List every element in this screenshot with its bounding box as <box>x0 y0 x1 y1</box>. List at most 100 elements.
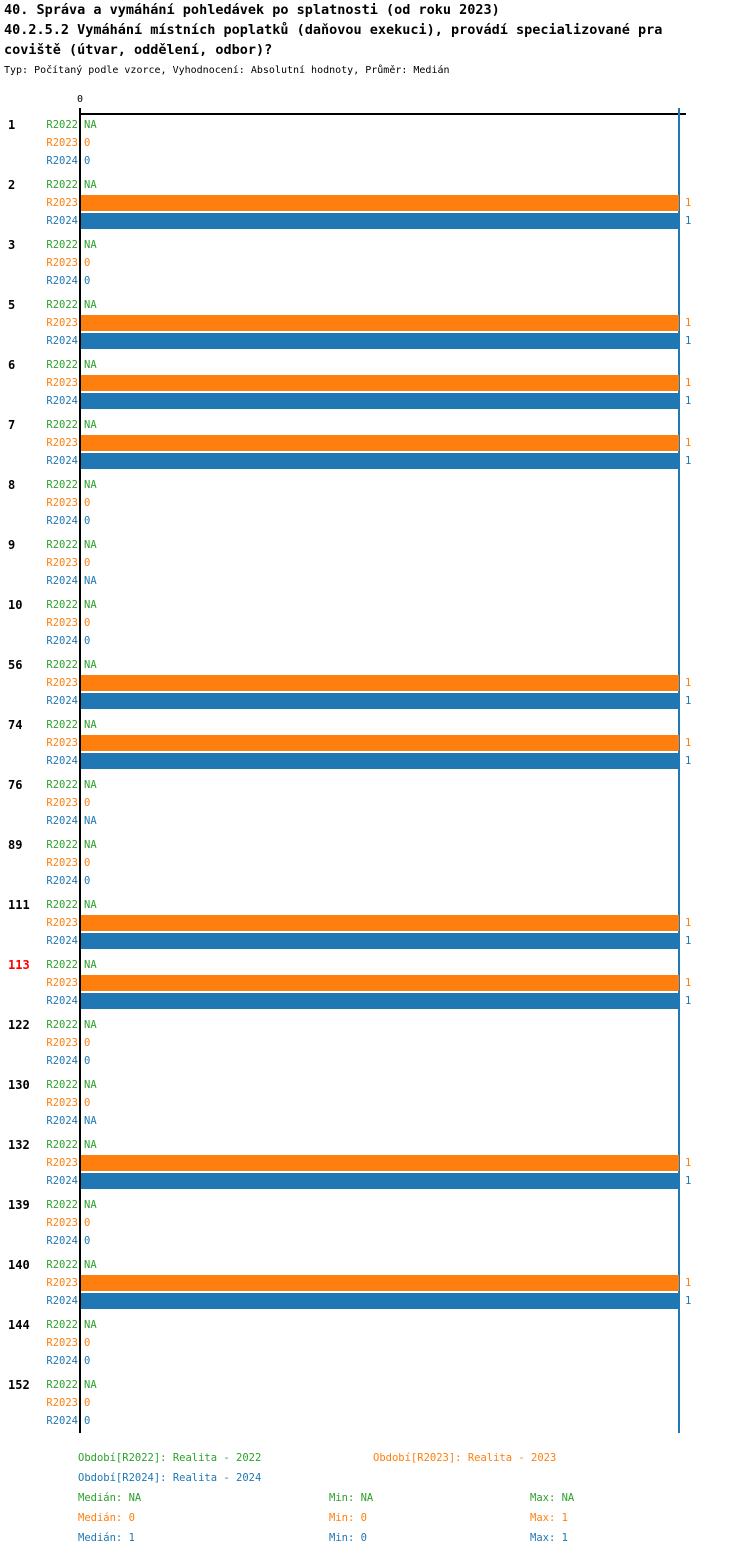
value-label: NA <box>84 299 97 311</box>
bar-r2024 <box>81 453 679 469</box>
series-label-r2022: R2022 <box>46 359 78 371</box>
row-122-r2022: R2022 NA <box>0 1016 750 1034</box>
value-label: NA <box>84 1115 97 1127</box>
chart-title-line1: 40. Správa a vymáhání pohledávek po spla… <box>4 2 500 18</box>
value-label: 0 <box>84 1055 91 1067</box>
group-id-label: 1 <box>8 118 16 132</box>
value-label: 0 <box>84 1037 91 1049</box>
group-10: 10 R2022 NA R2023 0 R2024 0 <box>0 593 750 653</box>
value-label: NA <box>84 479 97 491</box>
value-label: 0 <box>84 857 91 869</box>
y-axis-line <box>79 108 81 1433</box>
group-id-label: 122 <box>8 1018 30 1032</box>
series-label-r2024: R2024 <box>46 455 78 467</box>
series-label-r2024: R2024 <box>46 695 78 707</box>
group-id-label: 56 <box>8 658 23 672</box>
row-3-r2023: R2023 0 <box>0 254 750 272</box>
group-152: 152 R2022 NA R2023 0 R2024 0 <box>0 1373 750 1433</box>
value-label: 0 <box>84 1355 91 1367</box>
legend-median-r2024: Medián: 1 <box>78 1532 135 1544</box>
legend-min-r2024: Min: 0 <box>329 1532 367 1544</box>
row-7-r2022: R2022 NA <box>0 416 750 434</box>
row-74-r2023: R2023 1 <box>0 734 750 752</box>
value-label: 0 <box>84 497 91 509</box>
group-8: 8 R2022 NA R2023 0 R2024 0 <box>0 473 750 533</box>
series-label-r2024: R2024 <box>46 275 78 287</box>
group-56: 56 R2022 NA R2023 1 R2024 1 <box>0 653 750 713</box>
series-label-r2023: R2023 <box>46 1157 78 1169</box>
row-132-r2023: R2023 1 <box>0 1154 750 1172</box>
group-id-label: 139 <box>8 1198 30 1212</box>
bar-r2024 <box>81 333 679 349</box>
row-8-r2022: R2022 NA <box>0 476 750 494</box>
group-id-label: 6 <box>8 358 16 372</box>
value-label: NA <box>84 359 97 371</box>
series-label-r2024: R2024 <box>46 1115 78 1127</box>
value-label: 0 <box>84 1235 91 1247</box>
value-label: 0 <box>84 257 91 269</box>
row-132-r2024: R2024 1 <box>0 1172 750 1190</box>
bar-r2023 <box>81 1155 679 1171</box>
row-5-r2023: R2023 1 <box>0 314 750 332</box>
row-122-r2024: R2024 0 <box>0 1052 750 1070</box>
legend-min-r2022: Min: NA <box>329 1492 374 1504</box>
row-152-r2022: R2022 NA <box>0 1376 750 1394</box>
series-label-r2023: R2023 <box>46 1337 78 1349</box>
row-74-r2022: R2022 NA <box>0 716 750 734</box>
row-3-r2024: R2024 0 <box>0 272 750 290</box>
series-label-r2022: R2022 <box>46 1019 78 1031</box>
row-6-r2023: R2023 1 <box>0 374 750 392</box>
value-label: NA <box>84 539 97 551</box>
group-id-label: 3 <box>8 238 16 252</box>
row-130-r2022: R2022 NA <box>0 1076 750 1094</box>
bar-r2024 <box>81 753 679 769</box>
bar-value-label: 1 <box>685 1157 692 1169</box>
legend-max-r2022: Max: NA <box>530 1492 575 1504</box>
row-140-r2022: R2022 NA <box>0 1256 750 1274</box>
value-label: NA <box>84 659 97 671</box>
legend-max-r2023: Max: 1 <box>530 1512 568 1524</box>
value-label: NA <box>84 839 97 851</box>
group-5: 5 R2022 NA R2023 1 R2024 1 <box>0 293 750 353</box>
value-label: 0 <box>84 1217 91 1229</box>
row-111-r2023: R2023 1 <box>0 914 750 932</box>
bar-value-label: 1 <box>685 395 692 407</box>
legend-min-r2023: Min: 0 <box>329 1512 367 1524</box>
bar-value-label: 1 <box>685 197 692 209</box>
series-label-r2024: R2024 <box>46 575 78 587</box>
group-2: 2 R2022 NA R2023 1 R2024 1 <box>0 173 750 233</box>
series-label-r2022: R2022 <box>46 839 78 851</box>
bar-value-label: 1 <box>685 455 692 467</box>
value-label: NA <box>84 419 97 431</box>
value-label: NA <box>84 179 97 191</box>
row-76-r2023: R2023 0 <box>0 794 750 812</box>
group-76: 76 R2022 NA R2023 0 R2024 NA <box>0 773 750 833</box>
bar-value-label: 1 <box>685 317 692 329</box>
row-56-r2024: R2024 1 <box>0 692 750 710</box>
row-10-r2022: R2022 NA <box>0 596 750 614</box>
group-id-label: 111 <box>8 898 30 912</box>
series-label-r2022: R2022 <box>46 299 78 311</box>
bar-r2024 <box>81 1293 679 1309</box>
series-label-r2022: R2022 <box>46 239 78 251</box>
row-9-r2022: R2022 NA <box>0 536 750 554</box>
bar-r2024 <box>81 693 679 709</box>
series-label-r2023: R2023 <box>46 497 78 509</box>
series-label-r2022: R2022 <box>46 779 78 791</box>
bar-value-label: 1 <box>685 755 692 767</box>
series-label-r2022: R2022 <box>46 539 78 551</box>
row-144-r2023: R2023 0 <box>0 1334 750 1352</box>
series-label-r2023: R2023 <box>46 437 78 449</box>
group-130: 130 R2022 NA R2023 0 R2024 NA <box>0 1073 750 1133</box>
row-74-r2024: R2024 1 <box>0 752 750 770</box>
row-56-r2022: R2022 NA <box>0 656 750 674</box>
legend-median-r2022: Medián: NA <box>78 1492 142 1504</box>
bar-r2023 <box>81 375 679 391</box>
series-label-r2023: R2023 <box>46 1397 78 1409</box>
bar-value-label: 1 <box>685 935 692 947</box>
bar-value-label: 1 <box>685 1295 692 1307</box>
group-3: 3 R2022 NA R2023 0 R2024 0 <box>0 233 750 293</box>
row-7-r2024: R2024 1 <box>0 452 750 470</box>
value-label: NA <box>84 1259 97 1271</box>
